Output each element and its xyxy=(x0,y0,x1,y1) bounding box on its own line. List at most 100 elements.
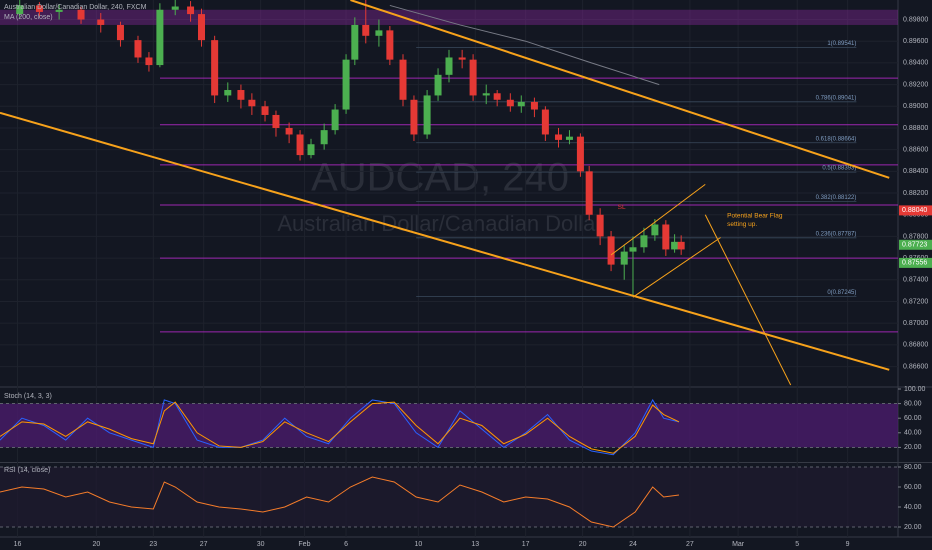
candle-body xyxy=(410,99,418,135)
y-tick-label: 0.86600 xyxy=(903,363,928,370)
candle-body xyxy=(530,101,538,110)
price-label-box xyxy=(899,257,932,268)
candle-body xyxy=(629,247,637,252)
candle-body xyxy=(423,95,431,135)
annotation: SL xyxy=(618,204,626,211)
candle-body xyxy=(565,136,573,140)
x-tick-label: 27 xyxy=(686,541,694,548)
candle-body xyxy=(342,59,350,110)
y-tick-label: 60.00 xyxy=(904,484,922,491)
candle-body xyxy=(198,14,206,41)
fib-label: 0.786(0.89041) xyxy=(816,95,857,101)
indicator-line xyxy=(0,476,680,528)
trendline xyxy=(0,111,890,371)
x-tick-label: 20 xyxy=(579,541,587,548)
annotation: setting up. xyxy=(727,221,757,228)
candle-body xyxy=(399,59,407,100)
y-tick-label: 80.00 xyxy=(904,464,922,471)
price-label-box xyxy=(899,205,932,216)
candle-body xyxy=(331,109,339,131)
candle-body xyxy=(248,99,256,107)
fib-label: 0.618(0.88664) xyxy=(816,136,857,142)
indicator-line xyxy=(0,398,680,456)
candle-body xyxy=(671,241,679,250)
candle-body xyxy=(171,6,179,10)
candle-body xyxy=(362,24,370,36)
x-tick-label: 9 xyxy=(846,541,850,548)
candle-body xyxy=(651,224,659,236)
candle-body xyxy=(35,5,43,12)
candle-body xyxy=(116,24,124,41)
fib-label: 0.236(0.87787) xyxy=(816,231,857,237)
fib-label: 0.382(0.88122) xyxy=(816,195,857,201)
candle-body xyxy=(145,57,153,66)
candle-body xyxy=(307,144,315,156)
pane-title: RSI (14, close) xyxy=(4,467,50,474)
x-tick-label: 17 xyxy=(522,541,530,548)
y-tick-label: 0.86800 xyxy=(903,342,928,349)
candle-body xyxy=(555,134,563,140)
x-tick-label: Mar xyxy=(732,541,745,548)
candle-body xyxy=(272,114,280,128)
y-tick-label: 0.89400 xyxy=(903,60,928,67)
y-tick-label: 0.89000 xyxy=(903,103,928,110)
y-tick-label: 0.88400 xyxy=(903,168,928,175)
fib-label: 0.5(0.88393) xyxy=(822,166,856,172)
price-label-box xyxy=(899,239,932,250)
y-tick-label: 0.87200 xyxy=(903,298,928,305)
x-tick-label: Feb xyxy=(298,541,310,548)
candle-body xyxy=(640,235,648,248)
candle-body xyxy=(156,9,164,66)
y-tick-label: 0.88200 xyxy=(903,190,928,197)
x-tick-label: 24 xyxy=(629,541,637,548)
candle-body xyxy=(134,40,142,58)
candle-body xyxy=(458,57,466,60)
indicator-label: MA (200, close) xyxy=(4,14,53,21)
y-tick-label: 0.88600 xyxy=(903,147,928,154)
indicator-line xyxy=(0,401,680,454)
x-tick-label: 16 xyxy=(14,541,22,548)
trendline xyxy=(632,237,721,298)
price-label: 0.87723 xyxy=(902,242,927,249)
trendline xyxy=(610,183,706,256)
y-tick-label: 80.00 xyxy=(904,400,922,407)
trendline xyxy=(350,0,890,179)
y-tick-label: 20.00 xyxy=(904,524,922,531)
chart-title: Australian Dollar/Canadian Dollar, 240, … xyxy=(4,4,147,11)
x-tick-label: 5 xyxy=(795,541,799,548)
candle-body xyxy=(596,214,604,237)
candle-body xyxy=(16,5,24,15)
band xyxy=(0,403,898,448)
candle-body xyxy=(237,90,245,100)
candle-body xyxy=(285,127,293,135)
candle-body xyxy=(620,251,628,265)
x-tick-label: 10 xyxy=(414,541,422,548)
y-tick-label: 0.87000 xyxy=(903,320,928,327)
candle-body xyxy=(469,59,477,96)
candle-body xyxy=(541,109,549,135)
ma-line xyxy=(389,4,660,86)
fib-label: 1(0.89541) xyxy=(827,41,856,47)
candle-body xyxy=(97,19,105,25)
x-tick-label: 27 xyxy=(200,541,208,548)
y-tick-label: 60.00 xyxy=(904,415,922,422)
candle-body xyxy=(434,74,442,96)
candle-body xyxy=(517,101,525,107)
y-tick-label: 40.00 xyxy=(904,430,922,437)
x-tick-label: 6 xyxy=(344,541,348,548)
candle-body xyxy=(445,57,453,75)
zone xyxy=(0,9,898,25)
candle-body xyxy=(261,106,269,115)
candle-body xyxy=(493,93,501,100)
y-tick-label: 0.89200 xyxy=(903,81,928,88)
y-tick-label: 100.00 xyxy=(904,386,926,393)
x-tick-label: 20 xyxy=(92,541,100,548)
band xyxy=(0,467,898,527)
candle-body xyxy=(55,9,63,12)
price-label: 0.88040 xyxy=(902,207,927,214)
candle-body xyxy=(506,99,514,107)
annotation: Potential Bear Flag xyxy=(727,213,783,220)
candle-body xyxy=(211,40,219,96)
